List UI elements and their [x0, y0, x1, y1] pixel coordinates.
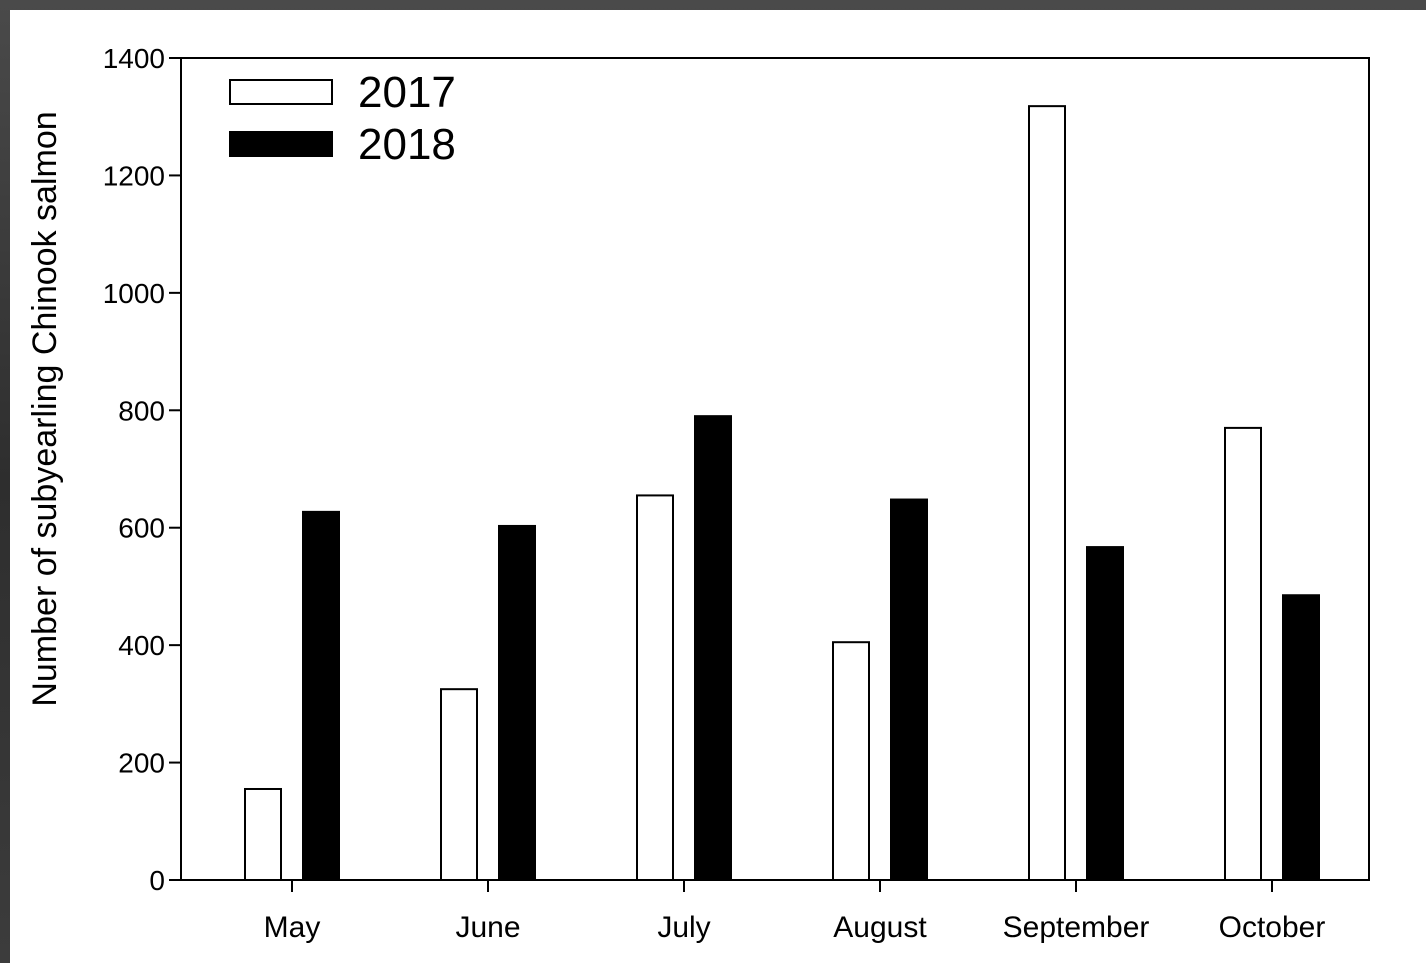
- y-tick-label: 1000: [103, 278, 165, 309]
- bar-2018-october: [1282, 594, 1320, 881]
- legend-label-2017: 2017: [358, 68, 456, 117]
- bar-2017-october: [1224, 426, 1262, 881]
- y-tick-label: 0: [149, 865, 165, 896]
- bar-2018-july: [694, 415, 732, 881]
- x-tick-label: May: [264, 911, 321, 944]
- bar-2017-september: [1028, 105, 1066, 882]
- bar-2017-july: [636, 494, 674, 881]
- bar-2017-may: [244, 787, 282, 881]
- bar-2017-august: [832, 641, 870, 882]
- legend-swatch-2017: [229, 79, 333, 105]
- legend-swatch-2018: [229, 131, 333, 157]
- x-axis: May June July August September October: [264, 880, 1326, 944]
- x-tick-label: August: [833, 911, 927, 944]
- legend-label-2018: 2018: [358, 120, 456, 169]
- x-tick-label: June: [455, 911, 520, 944]
- y-tick-label: 200: [118, 748, 165, 779]
- bars: [244, 105, 1320, 882]
- plot-border: [180, 57, 1370, 881]
- bar-2017-june: [440, 688, 478, 882]
- y-tick-label: 600: [118, 513, 165, 544]
- x-tick-label: September: [1003, 911, 1150, 944]
- x-tick-label: October: [1219, 911, 1326, 944]
- bar-2018-september: [1086, 546, 1124, 882]
- bar-2018-may: [302, 510, 340, 881]
- chart-panel: 0 200 400 600 800 1000 1200 1400 May June July Aug…: [10, 10, 1426, 963]
- y-axis: 0 200 400 600 800 1000 1200 1400: [103, 43, 181, 896]
- y-axis-label: Number of subyearling Chinook salmon: [26, 111, 64, 706]
- x-tick-label: July: [657, 911, 710, 944]
- y-tick-label: 400: [118, 630, 165, 661]
- bar-2018-august: [890, 498, 928, 881]
- y-tick-label: 1200: [103, 160, 165, 191]
- y-tick-label: 800: [118, 395, 165, 426]
- plot-area: [180, 57, 1370, 881]
- bar-chart: 0 200 400 600 800 1000 1200 1400 May June July Aug…: [26, 43, 1370, 944]
- bar-2018-june: [498, 524, 536, 882]
- y-tick-label: 1400: [103, 43, 165, 74]
